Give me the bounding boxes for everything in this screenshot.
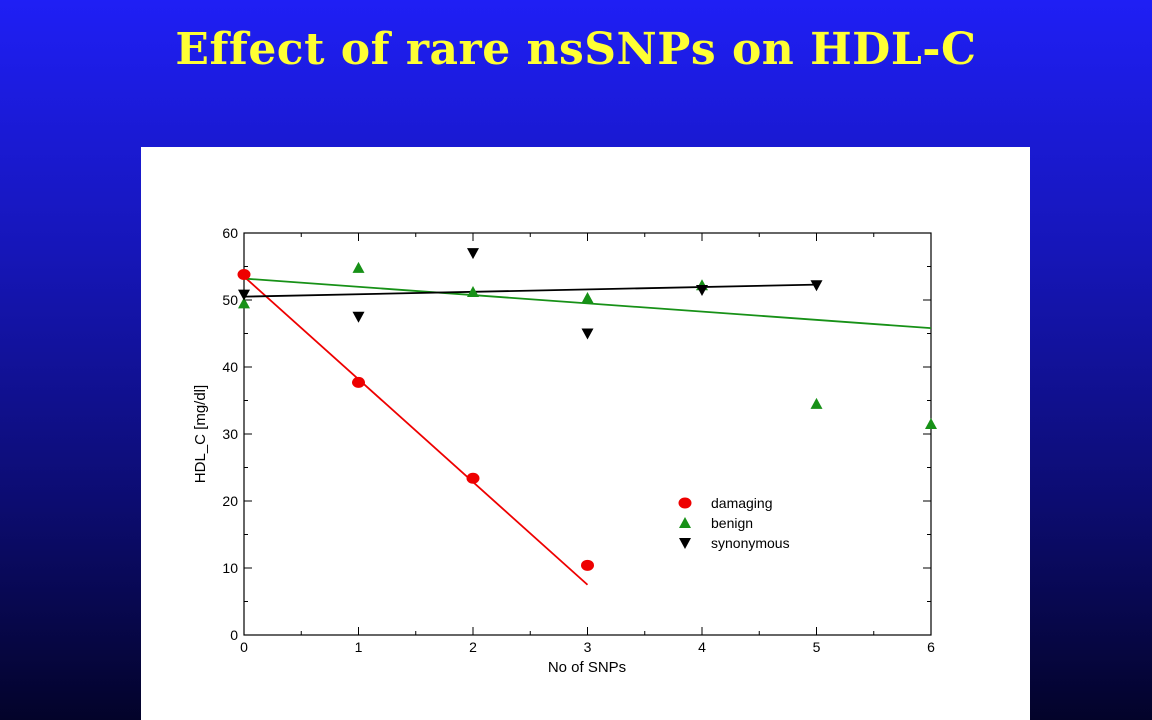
y-tick-label: 30 — [222, 426, 238, 442]
x-tick-label: 6 — [927, 639, 935, 655]
x-tick-label: 5 — [813, 639, 821, 655]
damaging-legend-marker — [678, 497, 692, 509]
y-tick-label: 40 — [222, 359, 238, 375]
benign-legend-marker — [679, 517, 691, 528]
y-tick-label: 50 — [222, 292, 238, 308]
synonymous-legend-marker — [679, 538, 691, 549]
data-points — [237, 248, 937, 571]
benign-point — [238, 297, 250, 309]
benign-point — [810, 397, 823, 409]
x-tick-label: 3 — [584, 639, 592, 655]
benign-fit-line — [243, 277, 932, 330]
damaging-fit-line — [243, 275, 589, 586]
synonymous-point — [696, 284, 708, 296]
benign-point — [581, 291, 594, 303]
damaging-legend-label: damaging — [711, 495, 773, 511]
damaging-point — [581, 559, 594, 571]
x-tick-label: 2 — [469, 639, 477, 655]
x-axis-title: No of SNPs — [548, 659, 626, 676]
synonymous-point — [581, 328, 594, 340]
regression-lines — [243, 275, 932, 586]
synonymous-point — [810, 280, 823, 292]
damaging-point — [466, 472, 480, 484]
x-tick-label: 1 — [355, 639, 363, 655]
y-tick-label: 10 — [222, 560, 238, 576]
benign-point — [467, 285, 479, 297]
y-tick-label: 0 — [230, 627, 238, 643]
chart-panel: 0 1 2 3 4 5 6 0 10 20 30 40 50 60 No of SNPs HDL_C [m… — [141, 147, 1030, 720]
x-tick-label: 4 — [698, 639, 706, 655]
synonymous-point — [467, 248, 479, 260]
x-tick-label: 0 — [240, 639, 248, 655]
benign-point — [352, 261, 365, 273]
synonymous-point — [238, 289, 250, 301]
damaging-point — [237, 269, 251, 281]
slide-title: Effect of rare nsSNPs on HDL-C — [175, 24, 977, 75]
y-tick-label: 20 — [222, 493, 238, 509]
damaging-point — [352, 376, 365, 388]
synonymous-fit-line — [243, 283, 817, 298]
benign-point — [925, 417, 937, 429]
synonymous-point — [352, 311, 365, 323]
benign-legend-label: benign — [711, 515, 753, 531]
y-axis-title: HDL_C [mg/dl] — [192, 385, 209, 483]
synonymous-legend-label: synonymous — [711, 535, 790, 551]
legend: damaging benign synonymous — [678, 495, 790, 551]
y-tick-label: 60 — [222, 225, 238, 241]
